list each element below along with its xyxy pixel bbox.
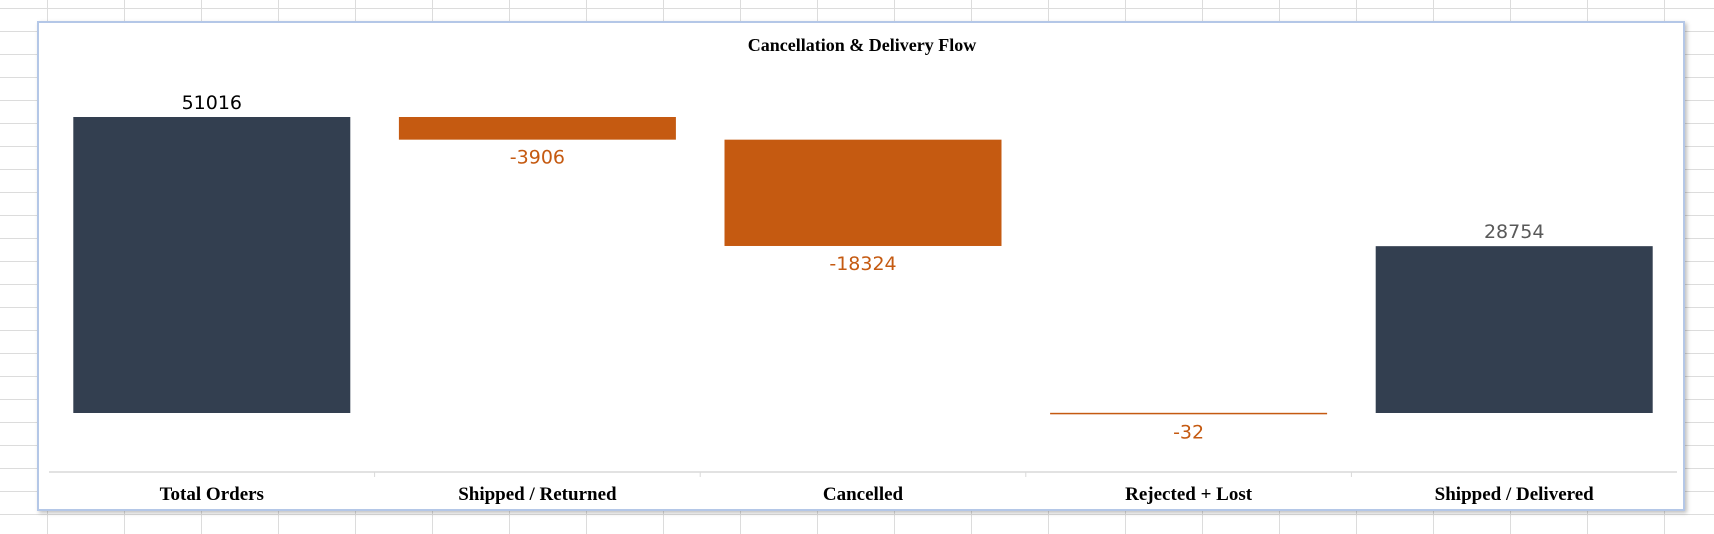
category-label-1: Shipped / Returned — [458, 484, 617, 505]
chart-title: Cancellation & Delivery Flow — [748, 35, 976, 55]
data-label-0: 51016 — [182, 92, 242, 114]
category-label-2: Cancelled — [823, 484, 904, 505]
bar-0 — [73, 117, 351, 413]
category-label-0: Total Orders — [160, 484, 264, 505]
category-label-3: Rejected + Lost — [1125, 484, 1253, 505]
bar-2 — [724, 139, 1002, 246]
bar-4 — [1375, 246, 1653, 413]
data-label-2: -18324 — [829, 253, 896, 275]
bar-1 — [398, 117, 676, 140]
data-label-4: 28754 — [1484, 221, 1544, 243]
category-label-4: Shipped / Delivered — [1435, 484, 1594, 505]
data-label-3: -32 — [1173, 421, 1204, 443]
bar-3 — [1050, 412, 1328, 415]
data-label-1: -3906 — [510, 147, 565, 169]
